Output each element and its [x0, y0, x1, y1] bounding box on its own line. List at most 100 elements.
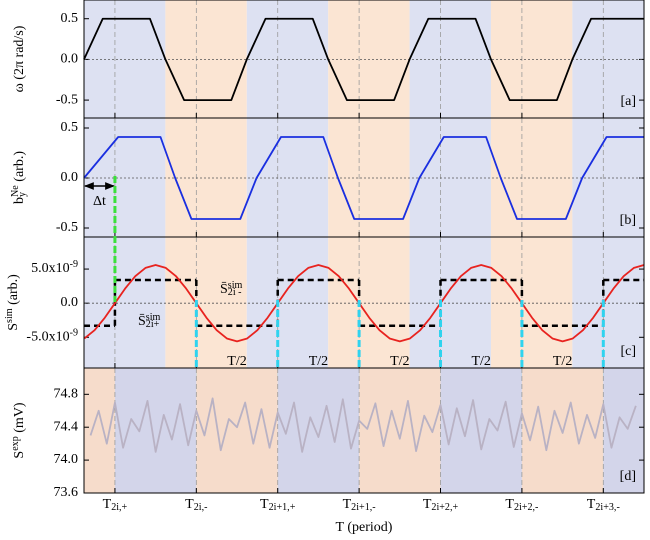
band [246, 237, 329, 368]
series-line [83, 17, 644, 101]
text-part: 0.0 [61, 52, 79, 67]
band [490, 237, 573, 368]
band [165, 118, 247, 237]
y-tick-label: 0.0 [61, 295, 79, 310]
band [84, 237, 166, 368]
y-tick-label: 0.0 [61, 170, 79, 185]
band [440, 368, 522, 493]
text-part: 2i,- [194, 502, 208, 513]
band [277, 368, 360, 493]
text-part: S̄ [138, 314, 146, 330]
text-part: 0.0 [61, 170, 79, 185]
band [409, 237, 491, 368]
text-part: sim [146, 312, 161, 323]
text-part: (arb.) [6, 274, 21, 309]
series-line [83, 136, 644, 220]
half-period-label: T/2 [309, 354, 328, 369]
text-part: 2i+2,- [514, 502, 538, 513]
band [572, 0, 644, 118]
panel-label: [b] [620, 213, 636, 228]
text-part: 2i,+ [111, 502, 127, 513]
text-part: 2i+ [146, 319, 160, 330]
panel-label: [a] [620, 94, 636, 109]
y-tick-label: 0.5 [61, 11, 79, 26]
y-tick-label: 74.0 [54, 452, 79, 467]
y-tick-label: 73.6 [54, 485, 79, 500]
half-period-label: T/2 [227, 354, 246, 369]
text-part: exp [10, 436, 21, 451]
half-period-label: T/2 [390, 354, 409, 369]
text-part: S [12, 451, 27, 459]
y-tick-label: 5.0x10-9 [31, 259, 78, 276]
text-part: T [423, 497, 432, 512]
y-axis-label: ω (2π rad/s) [12, 25, 27, 92]
x-tick-label: T2i+2,- [505, 497, 538, 513]
y-axis-label: byNe (arb.) [10, 151, 28, 204]
text-part: T [103, 497, 112, 512]
text-part: T [185, 497, 194, 512]
text-part: 74.0 [54, 452, 79, 467]
band [359, 368, 441, 493]
band [84, 118, 166, 237]
text-part: sim [4, 308, 15, 323]
band [490, 118, 573, 237]
band [603, 368, 644, 493]
band [196, 368, 278, 493]
band [165, 0, 247, 118]
band [490, 0, 573, 118]
series-line [89, 397, 637, 453]
text-part: (arb.) [12, 151, 27, 186]
series-line [83, 264, 645, 343]
x-tick-label: T2i+1,+ [260, 497, 296, 513]
text-part: 0.0 [61, 295, 79, 310]
band [246, 0, 329, 118]
band [328, 237, 410, 368]
y-tick-label: -0.5 [56, 92, 78, 107]
text-part: -5.0x10 [26, 330, 69, 345]
text-part: b [12, 197, 27, 204]
band [328, 0, 410, 118]
panel-label: [d] [620, 469, 636, 484]
y-tick-label: 0.5 [61, 120, 79, 135]
text-part: Ne [10, 185, 21, 197]
y-tick-label: -0.5 [56, 220, 78, 235]
text-part: -9 [70, 259, 78, 270]
panel-frame [83, 367, 645, 494]
text-part: T [505, 497, 514, 512]
x-tick-label: T2i,+ [103, 497, 128, 513]
half-period-label: T/2 [471, 354, 490, 369]
x-axis-label: T (period) [336, 520, 393, 535]
panel-label: [c] [620, 344, 636, 359]
text-part: 2i+3,- [595, 502, 619, 513]
mean-label: S̄sim 2i - [220, 280, 243, 298]
x-tick-label: T2i+2,+ [423, 497, 459, 513]
band [409, 0, 491, 118]
text-part: T [260, 497, 269, 512]
y-axis-label: Sexp (mV) [10, 402, 27, 459]
text-part: 2i+1,+ [269, 502, 296, 513]
text-part: (mV) [12, 402, 27, 436]
delay-label: Δt [93, 194, 106, 209]
text-part: 5.0x10 [31, 261, 70, 276]
mean-label: S̄sim 2i+ [138, 312, 161, 330]
band [84, 0, 166, 118]
text-part: y [17, 192, 28, 197]
y-tick-label: 74.8 [54, 387, 79, 402]
band [165, 237, 247, 368]
text-part: T [343, 497, 352, 512]
y-tick-label: -5.0x10-9 [26, 328, 78, 345]
x-tick-label: T2i+3,- [587, 497, 620, 513]
x-tick-label: T2i+1,- [343, 497, 376, 513]
text-part: -9 [70, 328, 78, 339]
y-tick-label: 0.0 [61, 52, 79, 67]
text-part: 2i+2,+ [431, 502, 458, 513]
text-part: sim [228, 280, 243, 291]
band [328, 118, 410, 237]
y-tick-label: 74.4 [54, 419, 79, 434]
y-axis-label: Ssim (arb.) [4, 274, 21, 331]
text-part: T [587, 497, 596, 512]
text-part: S [6, 323, 21, 331]
text-part: 2i - [228, 287, 242, 298]
text-part: ω (2π rad/s) [12, 25, 27, 92]
